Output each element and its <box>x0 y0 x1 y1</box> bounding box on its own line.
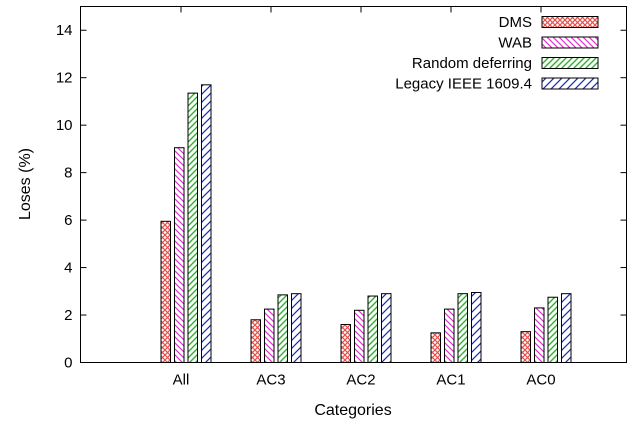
legend-swatch-1 <box>541 16 599 28</box>
bar-ac2-series-4 <box>381 293 392 364</box>
bar-ac0-series-3 <box>547 296 558 364</box>
legend-label-3: Random deferring <box>412 55 532 72</box>
y-tick-label: 10 <box>56 117 73 134</box>
x-tick-label-ac3: AC3 <box>256 372 285 389</box>
legend-swatch-3 <box>541 57 599 69</box>
bar-ac1-series-4 <box>471 291 482 363</box>
bar-ac2-series-2 <box>354 309 365 363</box>
bar-ac3-series-3 <box>277 294 288 363</box>
legend-swatch-4 <box>541 77 599 90</box>
y-axis: 0 2 4 6 8 10 12 14 <box>56 22 627 372</box>
bar-all-series-3 <box>187 92 198 363</box>
bar-ac3-series-2 <box>264 308 275 364</box>
y-tick-label: 8 <box>64 165 72 182</box>
bar-ac1-series-2 <box>444 308 455 364</box>
bar-all-series-4 <box>201 84 212 363</box>
legend-label-1: DMS <box>499 14 532 31</box>
y-tick-label: 2 <box>64 307 72 324</box>
y-tick-label: 0 <box>64 355 72 372</box>
x-axis: All AC3 AC2 AC1 AC0 <box>173 6 556 389</box>
legend: DMS WAB Random deferring Legacy IEEE 1609.4 <box>395 14 599 93</box>
bar-ac0-series-1 <box>520 331 531 363</box>
y-tick-label: 12 <box>56 70 73 87</box>
legend-label-4: Legacy IEEE 1609.4 <box>395 76 532 93</box>
bar-ac0-series-2 <box>534 307 545 363</box>
bar-ac0-series-4 <box>561 293 572 364</box>
bar-all-series-1 <box>160 220 171 363</box>
y-tick-label: 4 <box>64 260 72 277</box>
bar-ac3-series-4 <box>291 293 302 364</box>
bars <box>160 84 572 364</box>
legend-swatch-2 <box>541 36 599 49</box>
bar-ac1-series-3 <box>457 293 468 364</box>
x-axis-label: Categories <box>314 402 391 419</box>
bar-ac2-series-3 <box>367 295 378 363</box>
y-axis-label: Loses (%) <box>17 148 34 220</box>
bar-ac2-series-1 <box>340 324 351 364</box>
x-tick-label-all: All <box>173 372 190 389</box>
y-tick-label: 6 <box>64 212 72 229</box>
x-tick-label-ac0: AC0 <box>526 372 555 389</box>
bar-ac1-series-1 <box>430 332 441 364</box>
x-tick-label-ac1: AC1 <box>436 372 465 389</box>
bar-ac3-series-1 <box>250 319 261 363</box>
y-tick-label: 14 <box>56 22 73 39</box>
bar-all-series-2 <box>174 147 185 363</box>
x-tick-label-ac2: AC2 <box>346 372 375 389</box>
plot-frame <box>80 6 627 363</box>
legend-label-2: WAB <box>498 35 532 52</box>
